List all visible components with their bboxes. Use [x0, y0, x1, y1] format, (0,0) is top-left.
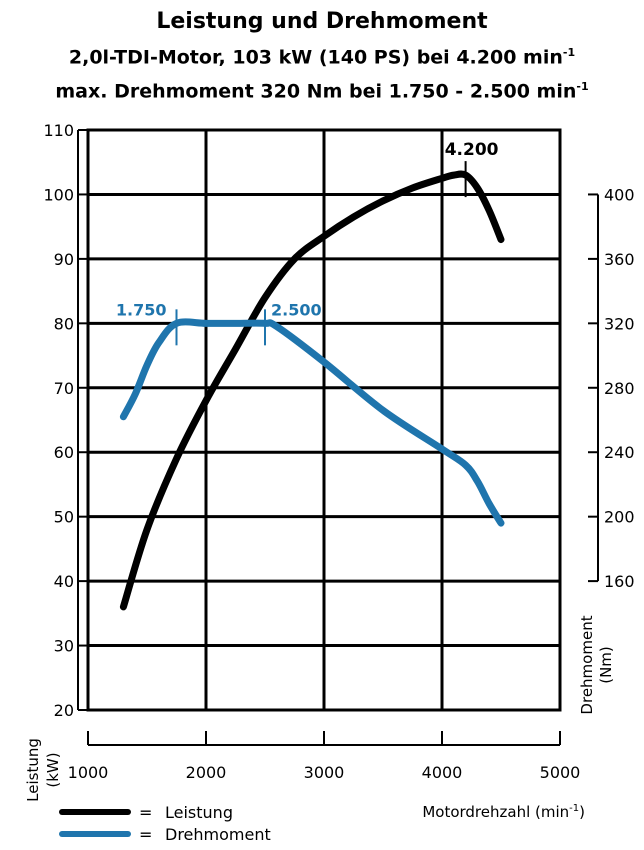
chart-titles: Leistung und Drehmoment 2,0l-TDI-Motor, …: [0, 6, 644, 107]
y-right-axis-unit: (Nm): [597, 646, 615, 684]
y-left-tick-label-40: 40: [54, 572, 74, 591]
x-axis-title-close: ): [579, 803, 585, 821]
annotation-label-4.200: 4.200: [445, 140, 499, 160]
legend-eq-torque: =: [139, 825, 152, 844]
x-axis-title: Motordrehzahl (min-1): [422, 803, 585, 821]
legend-eq-power: =: [139, 803, 152, 822]
y-left-axis-title: Leistung: [24, 738, 42, 802]
series-line-leistung: [119, 170, 505, 611]
y-right-tick-label-400: 400: [604, 185, 635, 204]
y-left-tick-label-90: 90: [54, 250, 74, 269]
y-left-tick-label-50: 50: [54, 508, 74, 527]
plot-frame: [86, 128, 562, 712]
annotations-layer: 1.750 2.500 4.200: [116, 140, 499, 346]
y-right-axis-title: Drehmoment: [578, 615, 596, 714]
legend-label-power: Leistung: [165, 803, 233, 822]
x-tick-label-4000: 4000: [422, 763, 463, 782]
subtitle-power-text: 2,0l-TDI-Motor, 103 kW (140 PS) bei 4.20…: [68, 46, 563, 69]
x-tick-label-1000: 1000: [68, 763, 109, 782]
y-left-tick-label-110: 110: [43, 121, 74, 140]
y-right-tick-label-160: 160: [604, 572, 635, 591]
y-left-tick-label-70: 70: [54, 379, 74, 398]
subtitle-torque-text: max. Drehmoment 320 Nm bei 1.750 - 2.500…: [55, 80, 577, 103]
chart-title: Leistung und Drehmoment: [156, 9, 488, 34]
y-left-axis-unit: (kW): [44, 752, 62, 787]
y-right-tick-label-360: 360: [604, 250, 635, 269]
legend-label-torque: Drehmoment: [165, 825, 271, 844]
legend: = Leistung = Drehmoment: [59, 803, 271, 844]
y-left-tick-label-20: 20: [54, 701, 74, 720]
subtitle-torque-sup: -1: [576, 80, 589, 94]
series-line-drehmoment: [119, 318, 505, 527]
axes: 20 30 40 50 60 70 80 90 100 110 160 200 240 280 320 360…: [43, 121, 634, 782]
subtitle-power-sup: -1: [562, 46, 576, 59]
series-layer: [119, 170, 505, 611]
axis-labels: Motordrehzahl (min-1) Leistung (kW) Dreh…: [24, 615, 615, 821]
x-tick-label-3000: 3000: [304, 763, 345, 782]
annotation-label-2.500: 2.500: [271, 300, 322, 319]
y-left-tick-label-60: 60: [54, 443, 74, 462]
x-axis-title-sup: -1: [569, 803, 579, 814]
y-right-tick-label-280: 280: [604, 379, 635, 398]
y-left-tick-label-100: 100: [43, 185, 74, 204]
annotation-label-1.750: 1.750: [116, 300, 167, 319]
x-tick-label-5000: 5000: [540, 763, 581, 782]
y-right-tick-label-240: 240: [604, 443, 635, 462]
y-right-tick-label-200: 200: [604, 508, 635, 527]
chart-subtitle-torque: max. Drehmoment 320 Nm bei 1.750 - 2.500…: [0, 72, 644, 106]
y-right-tick-label-320: 320: [604, 314, 635, 333]
y-left-tick-label-80: 80: [54, 314, 74, 333]
x-tick-label-2000: 2000: [186, 763, 227, 782]
x-axis-title-main: Motordrehzahl (min: [422, 803, 569, 821]
y-left-tick-label-30: 30: [54, 637, 74, 656]
chart-subtitle-power: 2,0l-TDI-Motor, 103 kW (140 PS) bei 4.20…: [0, 38, 644, 72]
